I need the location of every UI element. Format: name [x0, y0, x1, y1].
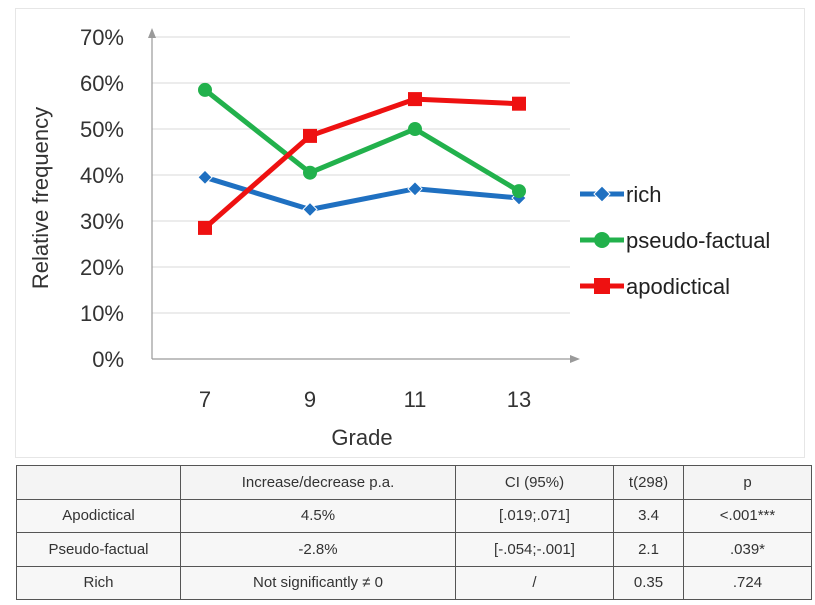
- data-point-apodictical: [198, 220, 212, 235]
- table-cell: 3.4: [613, 498, 684, 533]
- legend-marker-rich: [593, 185, 611, 203]
- data-point-pseudo-factual: [512, 184, 526, 199]
- series-line-rich: [204, 174, 520, 212]
- data-point-rich: [302, 201, 318, 218]
- y-axis-title: Relative frequency: [28, 107, 53, 289]
- y-tick-label: 40%: [80, 163, 124, 188]
- legend-label: rich: [626, 182, 661, 207]
- y-tick-label: 70%: [80, 25, 124, 50]
- data-point-apodictical: [512, 96, 526, 111]
- table-row: Pseudo-factual -2.8% [-.054;-.001] 2.1 .…: [16, 532, 812, 567]
- series-line-apodictical: [203, 96, 520, 230]
- legend-marker-pseudo-factual: [594, 232, 610, 248]
- y-tick-label: 30%: [80, 209, 124, 234]
- legend-label: pseudo-factual: [626, 228, 770, 253]
- x-tick-label: 13: [507, 387, 531, 412]
- table-header-cell: t(298): [613, 465, 684, 500]
- data-point-rich: [407, 181, 423, 197]
- data-point-pseudo-factual: [408, 122, 422, 136]
- table-cell: .724: [683, 565, 812, 600]
- data-point-apodictical: [303, 128, 317, 143]
- data-point-pseudo-factual: [303, 165, 317, 180]
- series-line-pseudo-factual: [203, 87, 521, 194]
- table-header-cell: CI (95%): [455, 465, 614, 500]
- table-cell: Not significantly ≠ 0: [180, 565, 456, 600]
- legend-label: apodictical: [626, 274, 730, 299]
- table-row: Rich Not significantly ≠ 0 / 0.35 .724: [16, 565, 812, 600]
- stats-table: Increase/decrease p.a. CI (95%) t(298) p…: [16, 465, 812, 600]
- y-tick-label: 60%: [80, 71, 124, 96]
- table-header-row: Increase/decrease p.a. CI (95%) t(298) p: [16, 465, 812, 500]
- table-cell: Rich: [16, 565, 181, 600]
- table-cell: -2.8%: [180, 532, 456, 567]
- table-cell: /: [455, 565, 614, 600]
- x-tick-label: 7: [199, 387, 211, 412]
- x-axis-title: Grade: [331, 425, 392, 450]
- table-cell: 2.1: [613, 532, 684, 567]
- table-cell: Pseudo-factual: [16, 532, 181, 567]
- y-tick-label: 0%: [92, 347, 124, 372]
- table-cell: [-.054;-.001]: [455, 532, 614, 567]
- stats-table-wrap: Increase/decrease p.a. CI (95%) t(298) p…: [16, 465, 812, 600]
- table-header-cell: p: [683, 465, 812, 500]
- data-point-pseudo-factual: [198, 82, 212, 97]
- table-cell: .039*: [683, 532, 812, 567]
- y-tick-label: 20%: [80, 255, 124, 280]
- table-row: Apodictical 4.5% [.019;.071] 3.4 <.001**…: [16, 498, 812, 533]
- table-header-cell: [16, 465, 181, 500]
- table-cell: 0.35: [613, 565, 684, 600]
- data-point-rich: [197, 169, 213, 186]
- line-chart: 0% 10% 20% 30% 40% 50% 60% 70% 7 9 11 13 Grade Relati…: [28, 25, 770, 450]
- x-axis-arrow: [570, 355, 580, 363]
- x-tick-label: 11: [404, 387, 427, 412]
- table-header-cell: Increase/decrease p.a.: [180, 465, 456, 500]
- y-tick-label: 50%: [80, 117, 124, 142]
- table-cell: Apodictical: [16, 498, 181, 533]
- table-cell: 4.5%: [180, 498, 456, 533]
- data-point-apodictical: [408, 92, 422, 107]
- table-cell: <.001***: [683, 498, 812, 533]
- table-cell: [.019;.071]: [455, 498, 614, 533]
- x-tick-label: 9: [304, 387, 316, 412]
- y-tick-label: 10%: [80, 301, 124, 326]
- y-axis-arrow: [148, 28, 156, 38]
- legend-marker-apodictical: [594, 278, 610, 294]
